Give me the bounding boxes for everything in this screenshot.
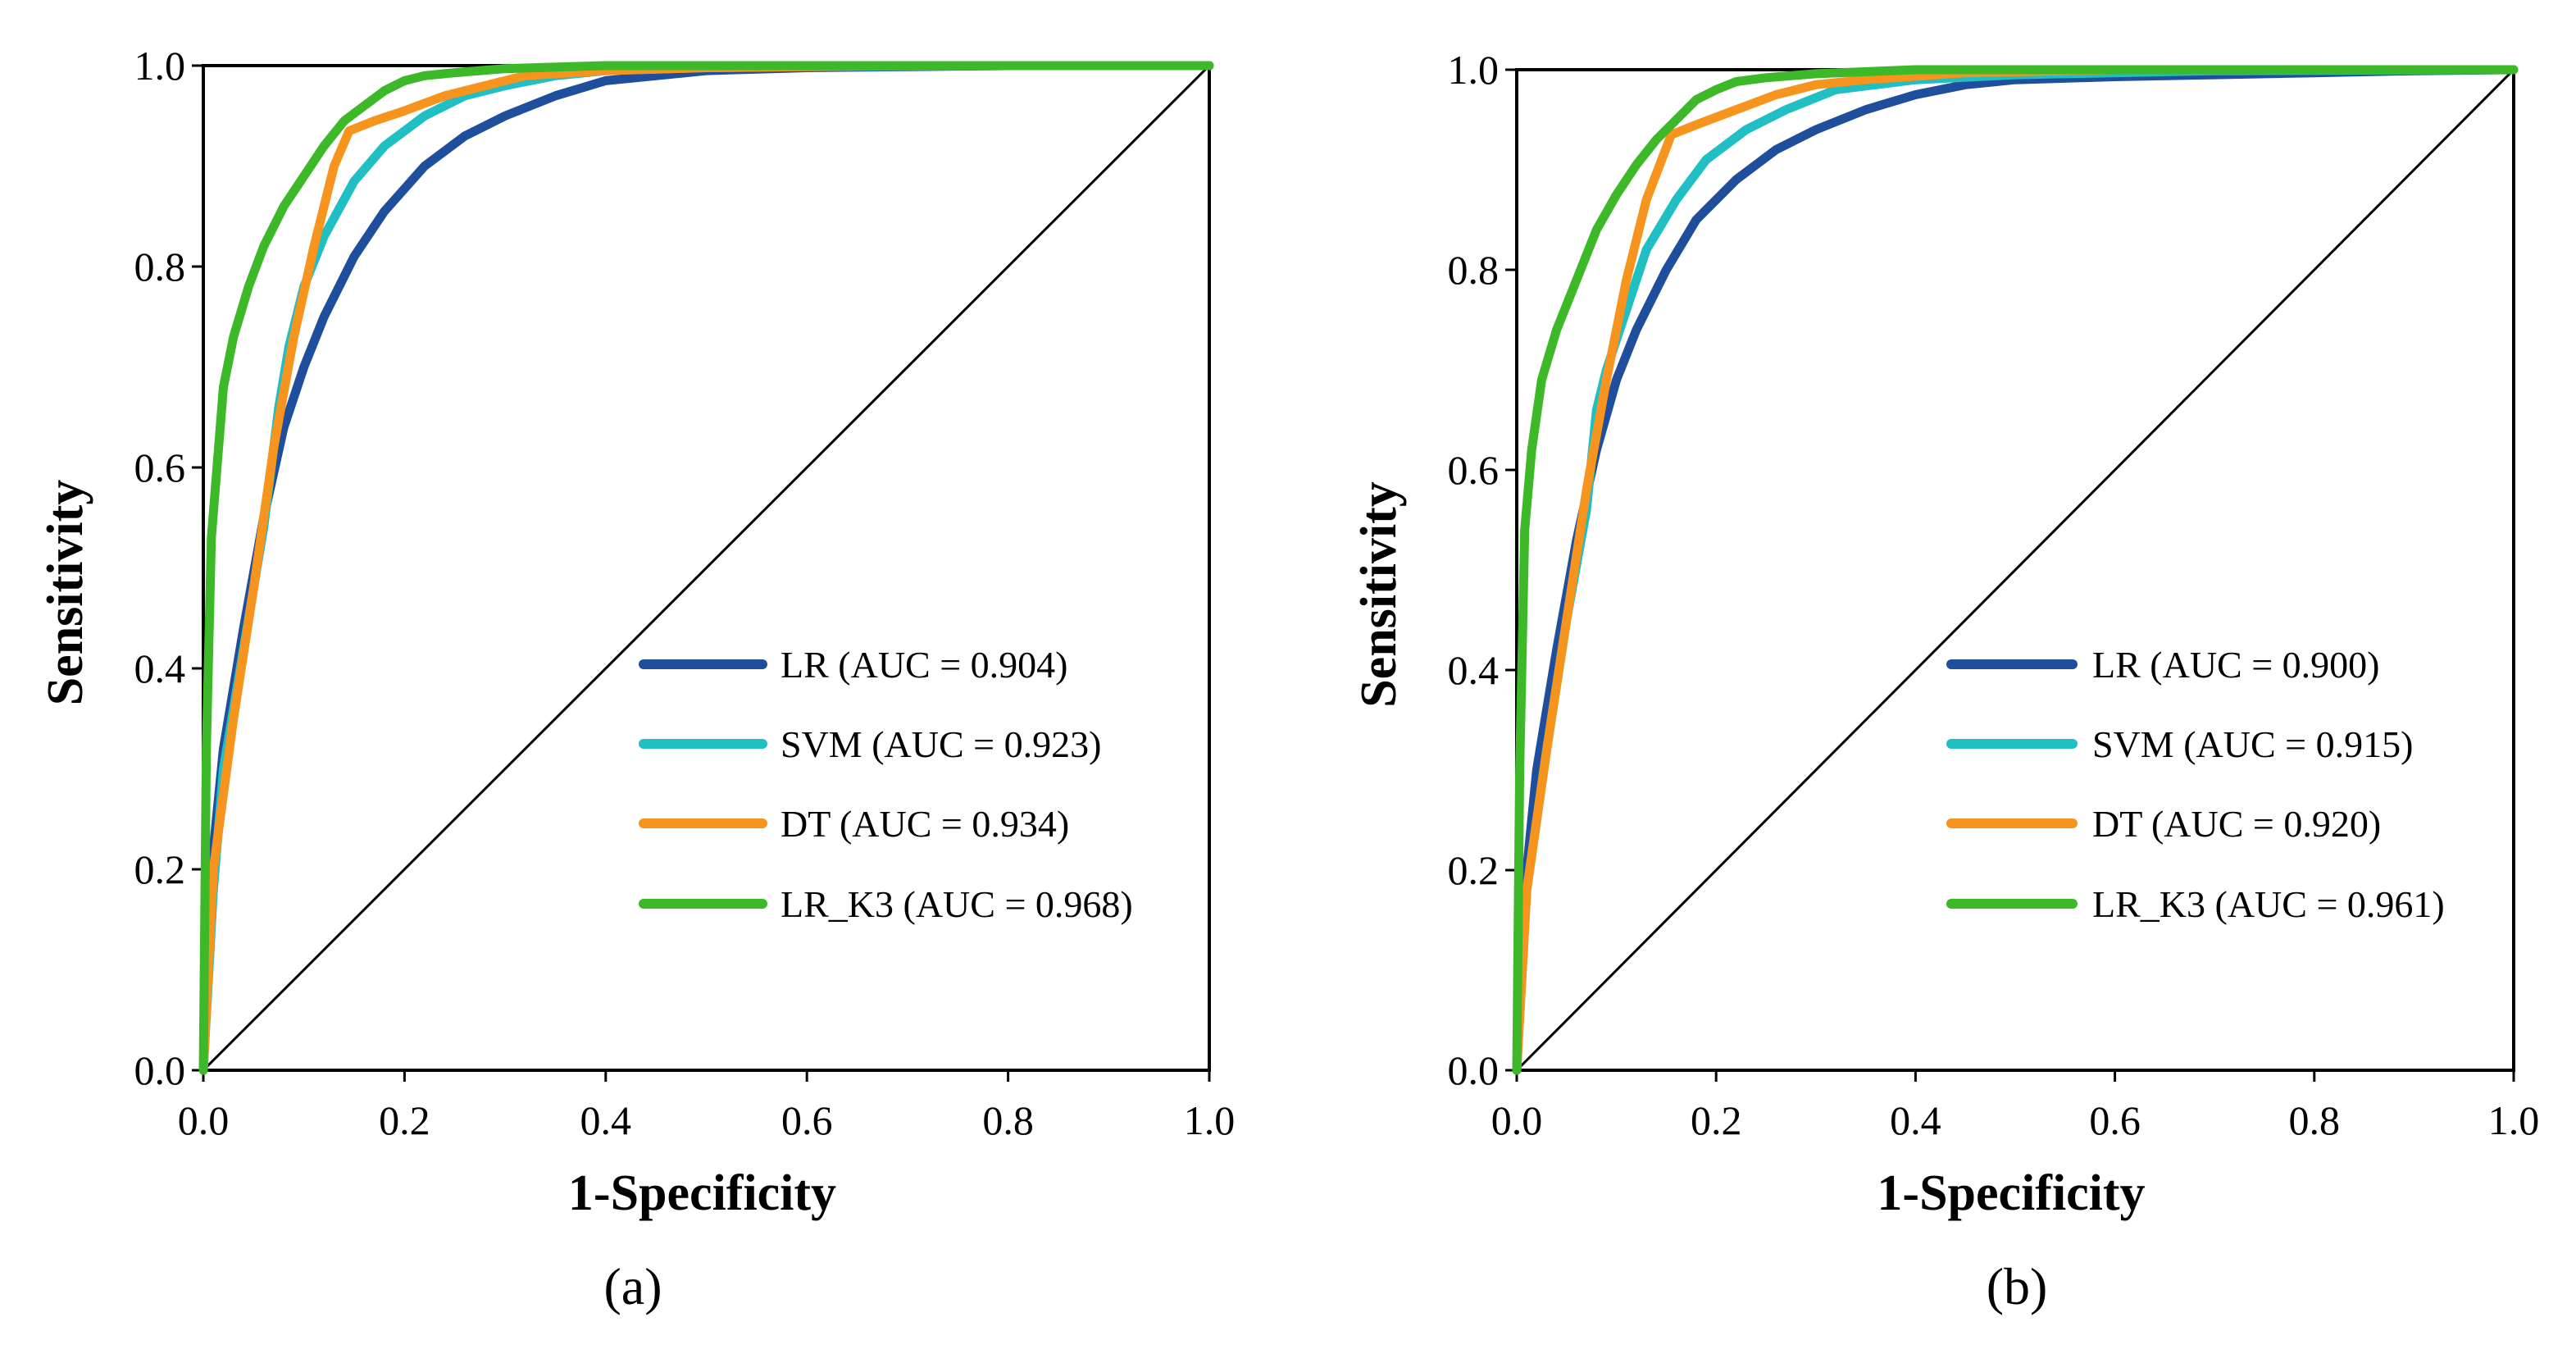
roc-curve-lr-k3 [1512, 65, 2519, 1075]
y-tick-label: 0.4 [134, 645, 186, 691]
legend-label: LR_K3 (AUC = 0.968) [781, 883, 1133, 925]
x-tick-label: 0.8 [982, 1097, 1034, 1143]
y-tick-label: 0.2 [1448, 847, 1500, 893]
y-tick-label: 0.8 [134, 244, 186, 289]
y-tick-label: 0.4 [1448, 647, 1500, 693]
legend-label: DT (AUC = 0.920) [2092, 803, 2381, 845]
y-tick-label: 0.0 [134, 1047, 186, 1093]
x-tick-label: 0.6 [2089, 1097, 2141, 1143]
y-tick-label: 1.0 [1448, 47, 1500, 93]
x-tick-label: 0.4 [580, 1097, 632, 1143]
panel-label: (b) [1987, 1257, 2048, 1315]
x-tick-label: 0.2 [1691, 1097, 1742, 1143]
y-tick-label: 0.2 [134, 846, 186, 892]
panel-label: (a) [603, 1257, 662, 1315]
roc-curve-dt [1512, 65, 2519, 1075]
x-tick-label: 0.8 [2289, 1097, 2341, 1143]
y-axis-title: Sensitivity [1351, 481, 1407, 708]
legend-label: LR_K3 (AUC = 0.961) [2092, 883, 2445, 925]
y-tick-label: 1.0 [134, 43, 186, 89]
legend-label: SVM (AUC = 0.915) [2092, 723, 2413, 765]
x-tick-label: 0.2 [379, 1097, 430, 1143]
y-tick-label: 0.6 [1448, 447, 1500, 493]
y-axis-title: Sensitivity [38, 480, 93, 706]
x-tick-label: 0.6 [781, 1097, 833, 1143]
x-tick-label: 0.0 [178, 1097, 230, 1143]
y-tick-label: 0.0 [1448, 1047, 1500, 1093]
roc-curve-lr-k3 [198, 61, 1214, 1075]
legend-label: LR (AUC = 0.904) [781, 644, 1067, 686]
reference-diagonal-line [1515, 68, 2515, 1072]
x-tick-label: 1.0 [1184, 1097, 1236, 1143]
chart-panel-b: 0.0 0.2 0.4 0.6 0.8 1.0 0.0 0.2 0.4 0.6 0.8 1.0 1-Sp… [1351, 47, 2539, 1315]
legend-label: SVM (AUC = 0.923) [781, 723, 1101, 765]
chart-panel-a: 0.0 0.2 0.4 0.6 0.8 1.0 0.0 0.2 0.4 0.6 0.8 1.0 1-Sp… [38, 43, 1235, 1315]
legend-label: LR (AUC = 0.900) [2092, 644, 2379, 686]
reference-diagonal-line [202, 64, 1211, 1072]
y-tick-label: 0.8 [1448, 247, 1500, 293]
x-axis-title: 1-Specificity [568, 1165, 836, 1221]
y-tick-label: 0.6 [134, 444, 186, 490]
x-tick-label: 1.0 [2488, 1097, 2540, 1143]
legend-label: DT (AUC = 0.934) [781, 803, 1069, 845]
x-tick-label: 0.4 [1890, 1097, 1941, 1143]
x-tick-label: 0.0 [1491, 1097, 1543, 1143]
x-axis-title: 1-Specificity [1877, 1165, 2145, 1221]
